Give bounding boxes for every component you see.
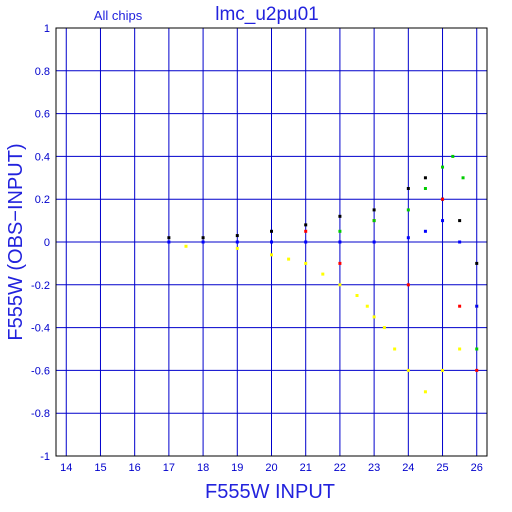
x-axis-label: F555W INPUT	[205, 481, 335, 503]
data-point	[270, 240, 273, 244]
data-point	[304, 240, 308, 244]
y-tick-label: -0.4	[31, 323, 50, 335]
x-tick-label: 20	[265, 462, 277, 474]
data-point	[372, 219, 376, 223]
data-point	[167, 236, 171, 240]
data-point	[338, 283, 342, 287]
data-points	[167, 154, 479, 394]
data-point	[338, 214, 342, 218]
data-point	[382, 326, 386, 330]
data-point	[475, 304, 479, 308]
x-tick-label: 22	[334, 462, 346, 474]
data-point	[338, 229, 342, 233]
data-point	[304, 229, 308, 233]
data-point	[287, 257, 291, 261]
data-point	[451, 154, 455, 158]
data-point	[235, 246, 239, 250]
data-point	[423, 390, 427, 394]
data-point	[458, 219, 462, 223]
x-tick-label: 15	[94, 462, 106, 474]
data-point	[304, 223, 308, 227]
data-point	[372, 315, 376, 319]
data-point	[406, 208, 410, 212]
y-tick-label: -0.8	[31, 408, 50, 420]
data-point	[475, 368, 479, 372]
data-point	[235, 240, 239, 244]
data-point	[458, 240, 462, 244]
y-tick-label: 0.2	[35, 194, 50, 206]
subtitle: All chips	[94, 8, 143, 23]
data-point	[423, 187, 427, 190]
data-point	[338, 240, 342, 244]
data-point	[441, 165, 445, 169]
data-point	[475, 261, 479, 265]
plot-frame	[55, 27, 488, 457]
y-tick-label: -0.6	[31, 365, 50, 377]
y-axis-label: F555W (OBS−INPUT)	[5, 143, 27, 340]
x-tick-label: 14	[60, 462, 72, 474]
data-point	[393, 347, 397, 351]
y-tick-label: -0.2	[31, 280, 50, 292]
y-tick-label: 0.6	[35, 109, 50, 121]
data-point	[461, 176, 465, 180]
data-point	[423, 229, 427, 233]
x-tick-label: 26	[471, 462, 483, 474]
data-point	[365, 304, 369, 308]
data-point	[406, 187, 410, 190]
data-point	[201, 236, 205, 240]
data-point	[321, 272, 325, 276]
x-tick-label: 23	[368, 462, 380, 474]
data-point	[475, 347, 479, 351]
data-point	[406, 283, 410, 287]
data-point	[458, 347, 462, 351]
data-point	[304, 261, 308, 265]
data-point	[406, 368, 410, 372]
data-point	[441, 197, 445, 201]
data-point	[423, 176, 427, 180]
y-tick-label: 0.8	[35, 66, 50, 78]
data-point	[458, 304, 462, 308]
y-tick-label: -1	[40, 451, 50, 463]
x-tick-label: 19	[231, 462, 243, 474]
data-point	[167, 240, 171, 244]
chart-title: lmc_u2pu01	[215, 4, 319, 25]
data-point	[270, 253, 273, 257]
x-tick-label: 18	[197, 462, 209, 474]
y-tick-labels: 1 0.8 0.6 0.4 0.2 0 -0.2 -0.4 -0.6 -0.8 -1	[31, 23, 50, 463]
y-tick-label: 1	[44, 23, 50, 35]
x-tick-label: 25	[436, 462, 448, 474]
data-point	[184, 244, 188, 248]
data-point	[235, 234, 239, 238]
data-point	[441, 219, 445, 223]
data-point	[355, 294, 359, 297]
data-point	[441, 368, 445, 372]
x-tick-label: 21	[300, 462, 312, 474]
y-tick-label: 0.4	[35, 151, 50, 163]
x-tick-label: 16	[129, 462, 141, 474]
data-point	[406, 236, 410, 240]
x-tick-label: 24	[402, 462, 414, 474]
data-point	[372, 240, 376, 244]
data-point	[372, 208, 376, 212]
x-tick-label: 17	[163, 462, 175, 474]
x-tick-labels: 14 15 16 17 18 19 20 21 22 23 24 25 26	[60, 462, 483, 474]
data-point	[270, 229, 273, 233]
data-point	[338, 261, 342, 265]
data-point	[201, 240, 205, 244]
y-tick-label: 0	[44, 237, 50, 249]
